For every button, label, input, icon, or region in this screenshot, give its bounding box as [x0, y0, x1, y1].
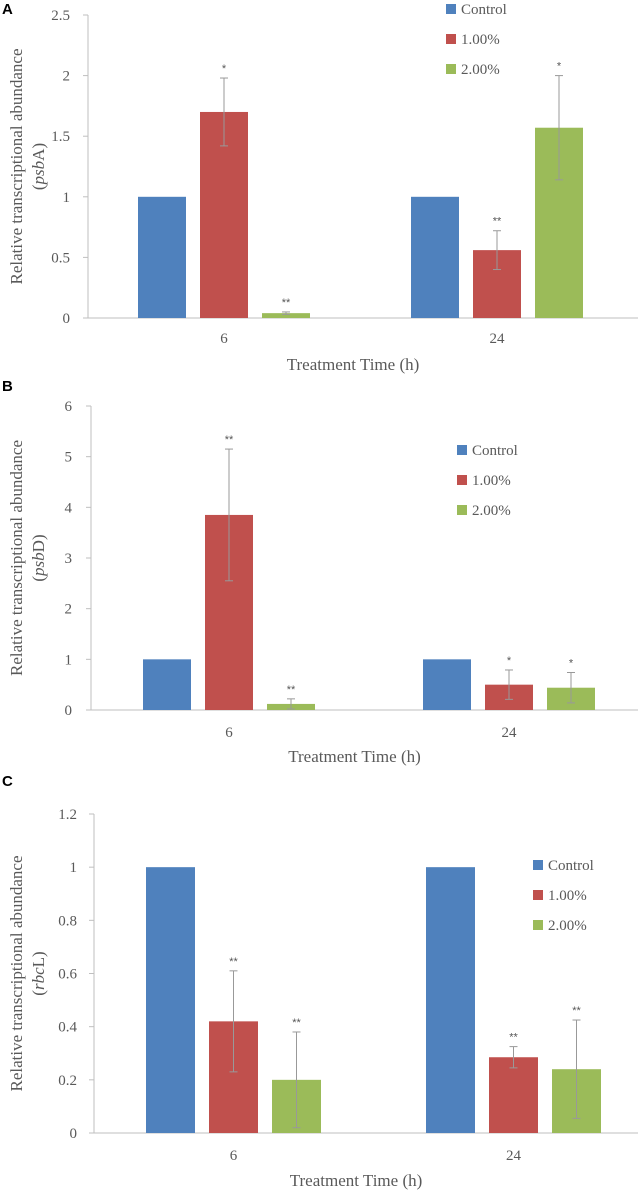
y-tick-label: 3 [65, 551, 73, 567]
panel-label: A [2, 1, 13, 18]
y-axis-title-line-1: Relative transcriptional abundance [7, 855, 26, 1091]
y-axis-title-paren-open: ( [29, 990, 48, 996]
significance-marker: ** [229, 956, 238, 968]
legend-label: 1.00% [472, 473, 511, 489]
y-axis-title: Relative transcriptional abundance (rbcL) [7, 855, 48, 1091]
bar [426, 867, 475, 1133]
y-tick-label: 4 [65, 500, 73, 516]
significance-marker: ** [225, 434, 234, 446]
y-tick-label: 0 [70, 1126, 78, 1142]
significance-marker: ** [282, 297, 291, 309]
y-axis-title-gene-suffix: A) [29, 143, 48, 161]
y-tick-label: 6 [65, 399, 73, 415]
significance-marker: * [569, 658, 574, 670]
y-tick-label: 1.5 [51, 129, 70, 145]
y-tick-label: 5 [65, 450, 73, 466]
panel-label: C [2, 773, 13, 790]
y-tick-label: 1.2 [58, 807, 77, 823]
bar [143, 659, 191, 710]
significance-marker: ** [572, 1005, 581, 1017]
significance-marker: * [557, 61, 562, 73]
x-tick-label: 24 [502, 725, 518, 741]
legend-swatch [533, 860, 543, 870]
legend-label: 2.00% [472, 503, 511, 519]
significance-marker: ** [509, 1032, 518, 1044]
y-axis-title-gene: psb [29, 552, 48, 577]
y-axis-title-gene-suffix: L) [29, 951, 48, 967]
y-axis-title-paren-open: ( [29, 184, 48, 190]
y-axis-title-line-1: Relative transcriptional abundance [7, 440, 26, 676]
bar [489, 1057, 538, 1133]
x-axis-title: Treatment Time (h) [287, 355, 420, 374]
y-axis-title-line-2: (psbD) [29, 534, 48, 581]
panel-label: B [2, 378, 13, 395]
y-tick-label: 1 [63, 190, 71, 206]
y-axis-title: Relative transcriptional abundance (psbD) [7, 440, 48, 676]
legend-swatch [457, 445, 467, 455]
legend-label: 1.00% [548, 888, 587, 904]
legend-label: Control [472, 443, 518, 459]
legend-label: 1.00% [461, 32, 500, 48]
x-tick-label: 6 [220, 331, 228, 347]
bar [423, 659, 471, 710]
y-axis-title-line-1: Relative transcriptional abundance [7, 48, 26, 284]
legend-swatch [446, 64, 456, 74]
bar [262, 313, 310, 318]
y-tick-label: 0 [65, 703, 73, 719]
legend-swatch [446, 34, 456, 44]
significance-marker: ** [287, 684, 296, 696]
legend-label: Control [548, 858, 594, 874]
y-tick-label: 1 [65, 652, 73, 668]
x-tick-label: 24 [506, 1148, 522, 1164]
x-tick-label: 24 [490, 331, 506, 347]
legend-swatch [446, 4, 456, 14]
y-axis-title-gene: rbc [29, 967, 48, 990]
y-tick-label: 2.5 [51, 8, 70, 24]
y-tick-label: 0 [63, 311, 71, 327]
y-axis-title-line-2: (psbA) [29, 143, 48, 190]
significance-marker: * [507, 655, 512, 667]
y-tick-label: 1 [70, 860, 78, 876]
bar [146, 867, 195, 1133]
y-tick-label: 2 [63, 69, 71, 85]
legend-swatch [457, 505, 467, 515]
y-tick-label: 0.2 [58, 1073, 77, 1089]
panel-c: C 0 0.2 0.4 0.6 0.8 1 1.2 ** ** ** ** 6 24 Treatment … [2, 773, 638, 1190]
legend-swatch [457, 475, 467, 485]
x-tick-label: 6 [230, 1148, 238, 1164]
y-axis-title-paren-open: ( [29, 576, 48, 582]
y-tick-label: 0.8 [58, 913, 77, 929]
bar [138, 196, 186, 318]
y-tick-label: 0.5 [51, 250, 70, 266]
significance-marker: * [222, 63, 227, 75]
legend-label: Control [461, 2, 507, 18]
significance-marker: ** [292, 1017, 301, 1029]
legend-label: 2.00% [461, 62, 500, 78]
significance-marker: ** [493, 216, 502, 228]
y-axis-title-gene-suffix: D) [29, 534, 48, 552]
y-tick-label: 2 [65, 602, 73, 618]
y-axis-title-gene: psb [29, 161, 48, 186]
y-axis-title: Relative transcriptional abundance (psbA) [7, 48, 48, 284]
x-axis-title: Treatment Time (h) [290, 1171, 423, 1190]
legend-label: 2.00% [548, 918, 587, 934]
legend-swatch [533, 890, 543, 900]
x-axis-title: Treatment Time (h) [288, 747, 421, 766]
x-tick-label: 6 [225, 725, 233, 741]
y-axis-title-line-2: (rbcL) [29, 951, 48, 995]
y-tick-label: 0.6 [58, 967, 77, 983]
legend-swatch [533, 920, 543, 930]
bar [411, 196, 459, 318]
y-tick-label: 0.4 [58, 1020, 77, 1036]
